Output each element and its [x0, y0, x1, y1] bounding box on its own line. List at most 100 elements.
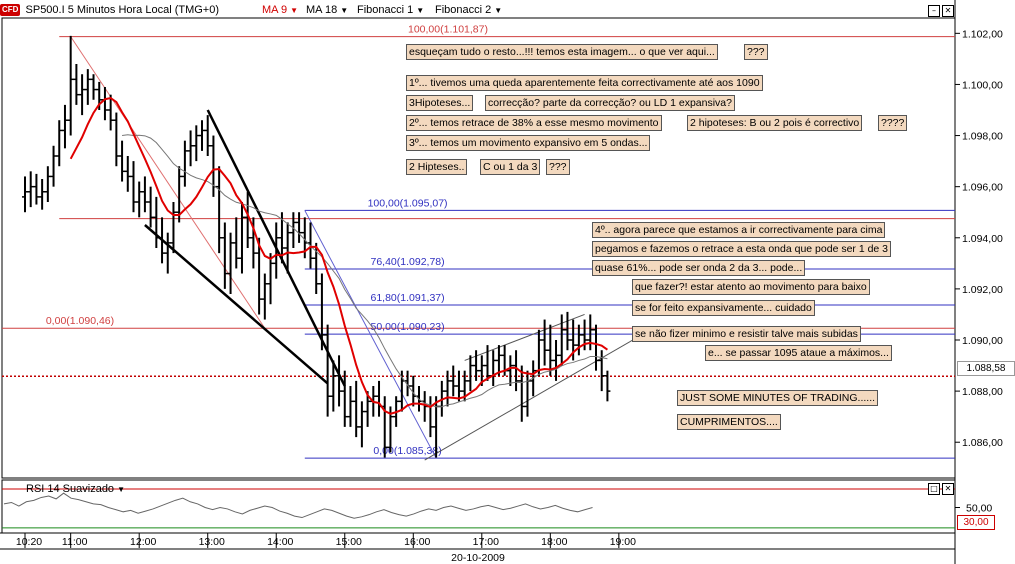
time-tick-label: 11:00 [62, 536, 88, 548]
ohlc-bar [564, 311, 571, 351]
ohlc-bar [484, 345, 491, 381]
ohlc-bar [84, 69, 91, 105]
annotation-note: 2 hipoteses: B ou 2 pois é correctivo [687, 115, 863, 131]
time-tick-label: 17:00 [473, 536, 499, 548]
ohlc-bar [204, 115, 211, 156]
chart-title: SP500.I 5 Minutos Hora Local (TMG+0) [25, 4, 220, 16]
annotation-note: ???? [878, 115, 908, 131]
ohlc-bar [473, 350, 480, 381]
time-tick-label: 14:00 [267, 536, 293, 548]
rsi-level-tag: 30,00 [957, 515, 995, 530]
ohlc-bar [50, 145, 57, 187]
chevron-down-icon: ▼ [494, 6, 503, 15]
chevron-down-icon: ▼ [416, 6, 425, 15]
ohlc-bar [159, 217, 166, 264]
descending-channel-lower [144, 224, 329, 385]
chart-header: CFD SP500.I 5 Minutos Hora Local (TMG+0) [0, 2, 219, 18]
annotation-note: se não fizer minimo e resistir talve mai… [632, 326, 861, 342]
ma9-label: MA 9 [262, 4, 288, 16]
minimize-icon[interactable]: – [928, 5, 940, 17]
fibonacci2-level-label: 61,80(1.091,37) [370, 292, 444, 304]
ohlc-bar [353, 380, 360, 438]
ohlc-bar [124, 156, 131, 192]
time-tick-label: 16:00 [404, 536, 430, 548]
rsi-maximize-icon[interactable]: □ [928, 483, 940, 495]
ohlc-bar [290, 212, 297, 248]
ohlc-bar [273, 222, 280, 279]
ohlc-bar [33, 173, 40, 205]
price-tick-label: 1.102,00 [962, 28, 1003, 40]
annotation-note: e... se passar 1095 ataue a máximos... [705, 345, 892, 361]
annotation-note: ??? [546, 159, 570, 175]
close-icon[interactable]: ✕ [942, 5, 954, 17]
rsi-panel-frame [1, 479, 956, 534]
fibonacci1-menu[interactable]: Fibonacci 1 ▼ [357, 2, 424, 18]
rsi-indicator-menu[interactable]: RSI 14 Suavizado ▼ [26, 481, 125, 497]
ohlc-bar [256, 237, 263, 315]
annotation-note: quase 61%... pode ser onda 2 da 3... pod… [592, 260, 806, 276]
ohlc-bar [558, 314, 565, 366]
date-label: 20-10-2009 [451, 552, 505, 564]
annotation-note: 4º.. agora parece que estamos a ir corre… [592, 222, 886, 238]
ohlc-bar [170, 202, 177, 254]
chevron-down-icon: ▼ [117, 485, 125, 494]
ohlc-bar [513, 350, 520, 392]
ohlc-bar [73, 64, 80, 105]
annotation-note: C ou 1 da 3 [480, 159, 541, 175]
annotation-note: esqueçam tudo o resto...!!! temos esta i… [406, 44, 718, 60]
fibonacci1-level-label: 0,00(1.090,46) [46, 315, 114, 327]
annotation-note: 2º... temos retrace de 38% a esse mesmo … [406, 115, 662, 131]
ohlc-bar [67, 35, 74, 136]
time-tick-label: 18:00 [541, 536, 567, 548]
price-tick-label: 1.096,00 [962, 182, 1003, 194]
time-tick-label: 10:20 [16, 536, 42, 548]
ohlc-bar [22, 176, 28, 213]
ohlc-bar [547, 324, 554, 376]
ohlc-bar [44, 166, 51, 202]
fibonacci2-level-label: 100,00(1.095,07) [368, 197, 448, 209]
ohlc-bar [164, 232, 171, 274]
ohlc-bar [575, 324, 582, 356]
ohlc-bar [113, 112, 120, 167]
ma18-line [121, 134, 608, 408]
price-tick-label: 1.098,00 [962, 131, 1003, 143]
price-tick-label: 1.100,00 [962, 79, 1003, 91]
ohlc-bar [553, 340, 560, 381]
annotation-note: CUMPRIMENTOS.... [677, 414, 781, 430]
annotation-note: 2 Hipteses.. [406, 159, 468, 175]
ohlc-bar [39, 179, 46, 210]
fibonacci1-label: Fibonacci 1 [357, 4, 414, 16]
ohlc-bar [56, 120, 63, 167]
ma18-indicator-menu[interactable]: MA 18 ▼ [306, 2, 348, 18]
ohlc-bar [216, 166, 223, 254]
ohlc-bar [130, 161, 137, 213]
chevron-down-icon: ▼ [340, 6, 349, 15]
ohlc-bar [296, 212, 303, 243]
ohlc-bar [238, 202, 245, 274]
rsi-label: RSI 14 Suavizado [26, 483, 115, 495]
annotation-note: correcção? parte da correcção? ou LD 1 e… [485, 95, 735, 111]
rsi-close-icon[interactable]: ✕ [942, 483, 954, 495]
ohlc-bar [455, 370, 462, 402]
price-tick-label: 1.088,00 [962, 386, 1003, 398]
ohlc-bar [330, 360, 337, 412]
ohlc-bar [153, 196, 160, 248]
fibonacci1-diagonal [70, 36, 266, 329]
ma9-indicator-menu[interactable]: MA 9 ▼ [262, 2, 298, 18]
ohlc-bar [244, 191, 251, 248]
ohlc-bar [27, 171, 34, 208]
ohlc-bar [467, 355, 474, 392]
ohlc-bar [324, 324, 331, 417]
annotation-note: 3º... temos um movimento expansivo em 5 … [406, 135, 651, 151]
ohlc-bar [90, 74, 97, 100]
time-tick-label: 12:00 [130, 536, 156, 548]
price-tick-label: 1.092,00 [962, 284, 1003, 296]
ohlc-bar [193, 125, 200, 162]
annotation-note: que fazer?! estar atento ao movimento pa… [632, 279, 870, 295]
ohlc-bar [587, 314, 594, 351]
fibonacci2-menu[interactable]: Fibonacci 2 ▼ [435, 2, 502, 18]
ohlc-bar [336, 355, 343, 407]
ohlc-bar [233, 217, 240, 269]
ohlc-bar [284, 222, 291, 274]
